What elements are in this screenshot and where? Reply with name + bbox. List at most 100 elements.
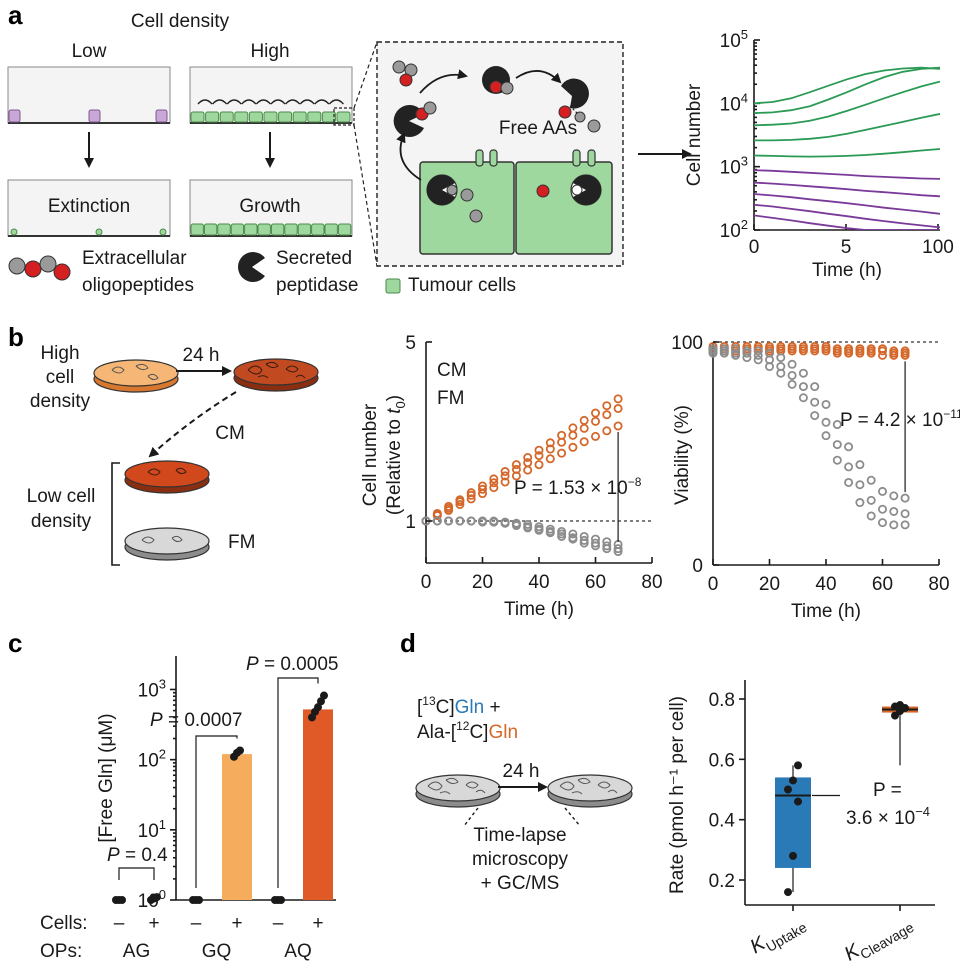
y-tick-label-exp: 4 xyxy=(741,90,748,105)
legend-tumour: Tumour cells xyxy=(385,275,516,296)
legend-tumour-label: Tumour cells xyxy=(408,275,516,296)
data-point-fm xyxy=(866,495,876,505)
data-point-fm xyxy=(878,504,888,514)
y-label-pre: (Relative to xyxy=(384,414,405,515)
dish-fm xyxy=(124,527,210,561)
b-cm-label: CM xyxy=(215,423,245,444)
x-tick-label: 60 xyxy=(872,574,893,595)
y-tick-label-exp: 2 xyxy=(159,747,166,762)
tumour-cell xyxy=(324,223,338,236)
chart-viability: 0 20 40 60 80 Time (h) 0 100 Viability (%) P = 4.… xyxy=(671,333,960,622)
p-value-bracket xyxy=(277,677,319,888)
d-dish-end xyxy=(547,774,633,808)
op-label-aq: AQ xyxy=(284,941,311,962)
data-point-fm xyxy=(832,440,842,450)
data-point-cm xyxy=(466,494,476,504)
data-point xyxy=(320,691,328,700)
y-label-sub: 0 xyxy=(393,401,408,408)
x-tick-label: 40 xyxy=(815,574,836,595)
b-high-line1: High xyxy=(40,343,79,364)
d-callout-left xyxy=(463,807,479,827)
data-point-cm xyxy=(602,401,612,411)
data-point-cm xyxy=(602,410,612,420)
data-point-fm xyxy=(866,511,876,521)
data-point-fm xyxy=(810,397,820,407)
tumour-cell xyxy=(244,223,258,236)
y-axis-label: [Free Gln] (μM) xyxy=(96,713,117,842)
b-low-line2: density xyxy=(31,511,92,532)
y-tick-label: 103 xyxy=(720,154,748,179)
data-point-fm xyxy=(776,353,786,363)
data-point-fm xyxy=(591,541,601,551)
data-point-cm xyxy=(832,348,842,358)
cell-density-title: Cell density xyxy=(131,11,230,32)
tumour-cell xyxy=(297,223,312,236)
chart-rate-box: 0.2 0.4 0.6 0.8 Rate (pmol h⁻¹ per cell) KUpt… xyxy=(667,680,935,966)
panel-label-c: c xyxy=(8,628,22,658)
legend-oligopeptides-line2: oligopeptides xyxy=(82,275,194,296)
cells-marker: + xyxy=(148,913,159,934)
data-point-fm xyxy=(844,462,854,472)
data-point-cm xyxy=(844,348,854,358)
y-tick-label: 0.6 xyxy=(709,750,735,771)
data-point xyxy=(277,896,285,904)
data-point-fm xyxy=(798,393,808,403)
data-point-cm xyxy=(466,490,476,500)
data-point-fm xyxy=(855,498,865,508)
data-point xyxy=(784,785,792,794)
tumour-cell xyxy=(234,111,249,123)
y-axis-label: Cell number (Relative to t0) xyxy=(360,395,408,515)
data-point-fm xyxy=(708,348,718,358)
p-value-label: P = 1.53 × 10−8 xyxy=(514,475,642,499)
data-point-cm xyxy=(613,421,623,431)
data-point xyxy=(794,761,802,770)
y-axis-label: Rate (pmol h⁻¹ per cell) xyxy=(667,696,688,894)
data-point-fm xyxy=(731,350,741,360)
data-point-fm xyxy=(534,525,544,535)
row-label-ops: OPs: xyxy=(40,941,82,962)
data-point-cm xyxy=(545,444,555,454)
x-tick-label: 0 xyxy=(421,572,432,593)
data-point-fm xyxy=(602,541,612,551)
data-point-cm xyxy=(511,471,521,481)
data-point-cm xyxy=(489,478,499,488)
op-label-gq: GQ xyxy=(202,941,232,962)
series-line-4 xyxy=(754,148,940,158)
data-point-cm xyxy=(591,431,601,441)
growth-well xyxy=(189,179,353,237)
y-tick-label: 0.2 xyxy=(709,871,735,892)
data-point-cm xyxy=(477,489,487,499)
d-callout-right xyxy=(564,807,581,827)
x-tick-label: 80 xyxy=(641,572,662,593)
dish-cm xyxy=(124,460,210,494)
free-aas-label: Free AAs xyxy=(499,118,577,139)
series-line-2 xyxy=(754,80,940,127)
data-point-fm xyxy=(579,538,589,548)
y-tick-label: 105 xyxy=(720,27,748,52)
data-point-cm xyxy=(613,394,623,404)
p-value: = 0.4 xyxy=(120,845,168,866)
data-point-cm xyxy=(591,416,601,426)
tumour-cell xyxy=(336,111,351,123)
data-point xyxy=(236,746,244,755)
data-point-fm xyxy=(613,547,623,557)
d-dish-start xyxy=(415,774,501,808)
tumour-cell xyxy=(248,111,263,123)
high-density-well xyxy=(189,66,355,126)
data-point-fm xyxy=(787,379,797,389)
tumour-cell xyxy=(278,111,293,123)
data-point-fm xyxy=(511,521,521,531)
data-point-cm xyxy=(534,451,544,461)
y-tick-label-base: 10 xyxy=(138,821,159,842)
data-point-cm xyxy=(500,467,510,477)
data-point-fm xyxy=(889,491,899,501)
data-point-fm xyxy=(591,538,601,548)
data-point-fm xyxy=(844,442,854,452)
data-point-fm xyxy=(613,544,623,554)
x-label-sub: Cleavage xyxy=(857,919,916,963)
data-point-cm xyxy=(568,442,578,452)
data-point xyxy=(896,701,904,710)
data-point-cm xyxy=(855,348,865,358)
y-tick-label: 0 xyxy=(692,556,703,577)
data-point-fm xyxy=(900,493,910,503)
